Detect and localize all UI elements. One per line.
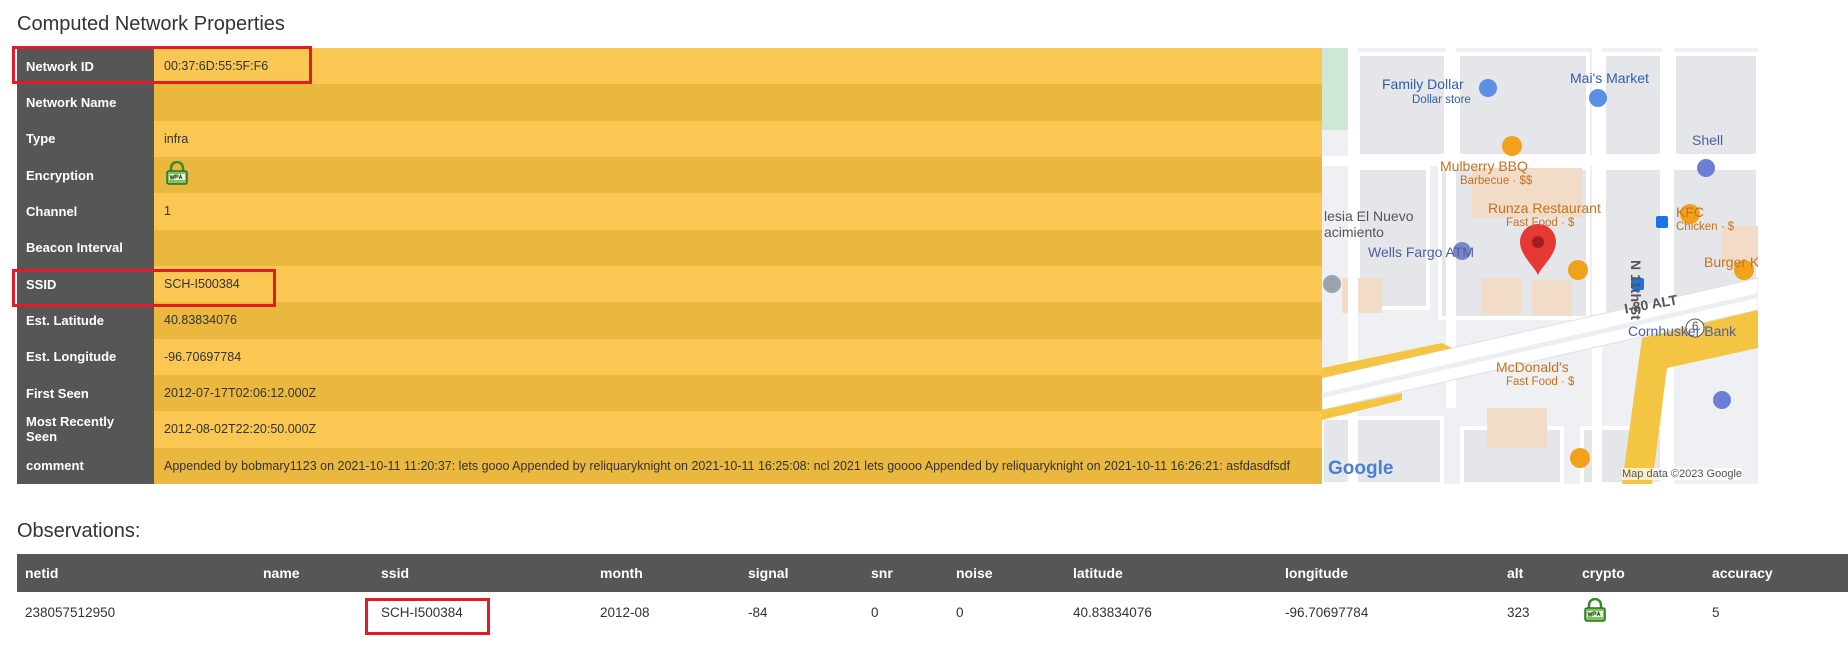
property-value — [154, 156, 1322, 194]
google-logo: Google — [1328, 458, 1394, 479]
map-label-wells-fargo: Wells Fargo ATM — [1368, 244, 1475, 260]
cell-netid: 238057512950 — [25, 604, 116, 620]
network-properties-table: Network ID 00:37:6D:55:5F:F6 Network Name T… — [17, 48, 1322, 484]
map-label-mcdonalds-fastfood: Fast Food · $ — [1506, 376, 1575, 388]
map-label-mulberry-bbq: Mulberry BBQ — [1440, 158, 1528, 174]
map-label-barbecue: Barbecue · $$ — [1460, 175, 1533, 187]
property-value: 1 — [154, 193, 1322, 230]
property-value: infra — [154, 120, 1322, 157]
property-row-encryption: Encryption — [17, 156, 1322, 194]
property-row-network-name: Network Name — [17, 84, 1322, 121]
map-label-route-6: 6 — [1692, 321, 1699, 333]
map-label-iglesia: lesia El Nuevo — [1324, 208, 1414, 224]
column-header-crypto[interactable]: crypto — [1574, 554, 1704, 592]
column-header-month[interactable]: month — [592, 554, 740, 592]
observations-title: Observations: — [17, 520, 141, 542]
map-label-cornhusker-bank: Cornhusker Bank — [1628, 323, 1737, 339]
property-key: Channel — [17, 193, 154, 230]
map-label-chicken: Chicken · $ — [1676, 221, 1735, 233]
observations-header-row: netid name ssid month signal snr noise latitude… — [17, 554, 1848, 592]
map-canvas — [1322, 48, 1758, 484]
property-row-ssid: SSID SCH-I500384 — [17, 265, 1322, 303]
property-key: First Seen — [17, 374, 154, 412]
property-value: -96.70697784 — [154, 338, 1322, 375]
property-row-comment: comment Appended by bobmary1123 on 2021-1… — [17, 447, 1322, 484]
column-header-snr[interactable]: snr — [863, 554, 948, 592]
column-header-noise[interactable]: noise — [948, 554, 1065, 592]
property-row-network-id: Network ID 00:37:6D:55:5F:F6 — [17, 48, 1322, 85]
property-value: 00:37:6D:55:5F:F6 — [154, 48, 1322, 85]
column-header-ssid[interactable]: ssid — [373, 554, 592, 592]
wpa-lock-icon — [1582, 597, 1608, 627]
property-row-most-recently-seen: Most Recently Seen 2012-08-02T22:20:50.00… — [17, 411, 1322, 448]
table-row: 238057512950 SCH-I500384 2012-08 -84 0 0 40.83… — [17, 592, 1848, 632]
column-header-alt[interactable]: alt — [1499, 554, 1574, 592]
property-row-beacon-interval: Beacon Interval — [17, 229, 1322, 266]
column-header-latitude[interactable]: latitude — [1065, 554, 1277, 592]
cell-ssid: SCH-I500384 — [381, 604, 463, 620]
property-row-first-seen: First Seen 2012-07-17T02:06:12.000Z — [17, 374, 1322, 412]
cell-month: 2012-08 — [600, 604, 650, 620]
column-header-signal[interactable]: signal — [740, 554, 863, 592]
observations-table: netid name ssid month signal snr noise latitude… — [17, 554, 1848, 632]
property-value: 2012-07-17T02:06:12.000Z — [154, 374, 1322, 412]
property-value: 40.83834076 — [154, 302, 1322, 339]
property-value — [154, 229, 1322, 266]
map-label-mais-market: Mai's Market — [1570, 70, 1649, 86]
map-label-kfc: KFC — [1676, 204, 1704, 220]
map-label-nacimiento: acimiento — [1324, 224, 1384, 240]
property-value: 2012-08-02T22:20:50.000Z — [154, 411, 1322, 448]
property-key: Type — [17, 120, 154, 157]
map-label-shell: Shell — [1692, 132, 1724, 148]
property-value: SCH-I500384 — [154, 265, 1322, 303]
cell-alt: 323 — [1507, 604, 1530, 620]
cell-accuracy: 5 — [1712, 604, 1720, 620]
map-view[interactable]: Family Dollar Dollar store Mai's Market … — [1322, 48, 1758, 484]
properties-title: Computed Network Properties — [17, 13, 285, 35]
property-key: Encryption — [17, 156, 154, 194]
column-header-accuracy[interactable]: accuracy — [1704, 554, 1848, 592]
property-key: Network Name — [17, 84, 154, 121]
property-value — [154, 84, 1322, 121]
property-key: Est. Latitude — [17, 302, 154, 339]
map-label-burger-king: Burger Kin — [1704, 254, 1758, 270]
cell-snr: 0 — [871, 604, 879, 620]
property-row-est-longitude: Est. Longitude -96.70697784 — [17, 338, 1322, 375]
map-attribution[interactable]: Map data ©2023 Google — [1622, 468, 1743, 480]
map-label-runza-fastfood: Fast Food · $ — [1506, 217, 1575, 229]
property-key: Beacon Interval — [17, 229, 154, 266]
wpa-lock-icon — [164, 160, 190, 190]
property-row-channel: Channel 1 — [17, 193, 1322, 230]
map-label-family-dollar: Family Dollar — [1382, 76, 1464, 92]
property-key: comment — [17, 447, 154, 484]
property-value: Appended by bobmary1123 on 2021-10-11 11… — [154, 447, 1322, 484]
cell-name — [255, 592, 373, 632]
cell-longitude: -96.70697784 — [1285, 604, 1369, 620]
property-key: Est. Longitude — [17, 338, 154, 375]
map-label-mcdonalds: McDonald's — [1496, 359, 1569, 375]
cell-signal: -84 — [748, 604, 768, 620]
column-header-netid[interactable]: netid — [17, 554, 255, 592]
map-label-dollar-store: Dollar store — [1412, 94, 1471, 106]
cell-noise: 0 — [956, 604, 964, 620]
property-key: SSID — [17, 265, 154, 303]
map-label-runza: Runza Restaurant — [1488, 200, 1601, 216]
property-key: Network ID — [17, 48, 154, 85]
cell-crypto — [1574, 592, 1704, 632]
property-key: Most Recently Seen — [17, 411, 154, 448]
cell-latitude: 40.83834076 — [1073, 604, 1152, 620]
column-header-name[interactable]: name — [255, 554, 373, 592]
property-row-type: Type infra — [17, 120, 1322, 157]
column-header-longitude[interactable]: longitude — [1277, 554, 1499, 592]
property-row-est-latitude: Est. Latitude 40.83834076 — [17, 302, 1322, 339]
